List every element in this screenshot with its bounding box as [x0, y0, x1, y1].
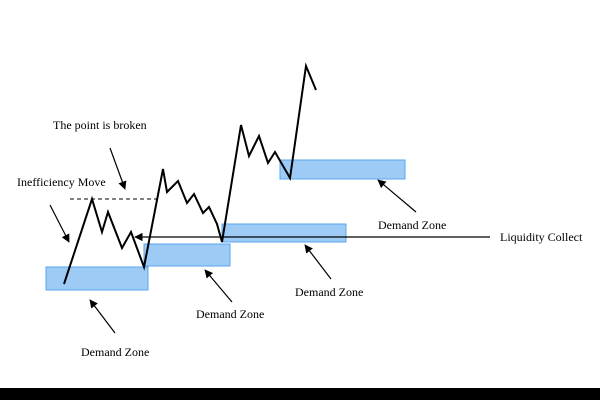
demand-zone-2-arrow: [204, 269, 233, 303]
point-broken-arrow: [109, 147, 127, 190]
demand-zone-box-4: [279, 159, 406, 180]
demand-zone-4-arrow: [377, 179, 417, 213]
point-broken-label: The point is broken: [53, 118, 147, 132]
demand-zone-box-3: [221, 223, 347, 243]
demand-zone-box-2: [143, 243, 231, 267]
demand-zone-1-label: Demand Zone: [81, 345, 149, 359]
demand-zone-3-arrow: [304, 244, 332, 280]
demand-zone-2-label: Demand Zone: [196, 307, 264, 321]
bottom-bar: [0, 388, 600, 400]
demand-zone-box-1: [45, 266, 149, 291]
inefficiency-arrow: [49, 204, 70, 243]
inefficiency-move-label: Inefficiency Move: [17, 175, 106, 189]
demand-zone-1-arrow: [89, 299, 116, 334]
price-line: [63, 62, 317, 285]
demand-zone-3-label: Demand Zone: [295, 285, 363, 299]
liquidity-collect-label: Liquidity Collect: [500, 230, 583, 244]
demand-zone-4-label: Demand Zone: [378, 218, 446, 232]
